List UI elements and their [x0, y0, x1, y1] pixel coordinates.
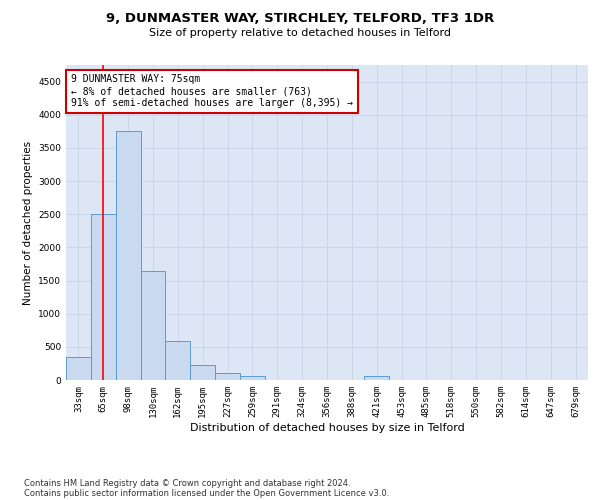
- Bar: [116, 132, 140, 380]
- Bar: [91, 214, 116, 380]
- Bar: [364, 376, 389, 380]
- Y-axis label: Number of detached properties: Number of detached properties: [23, 140, 32, 304]
- Text: Size of property relative to detached houses in Telford: Size of property relative to detached ho…: [149, 28, 451, 38]
- Bar: [140, 271, 166, 380]
- X-axis label: Distribution of detached houses by size in Telford: Distribution of detached houses by size …: [190, 422, 464, 432]
- Bar: [240, 376, 265, 380]
- Text: 9, DUNMASTER WAY, STIRCHLEY, TELFORD, TF3 1DR: 9, DUNMASTER WAY, STIRCHLEY, TELFORD, TF…: [106, 12, 494, 26]
- Bar: [66, 357, 91, 380]
- Text: Contains HM Land Registry data © Crown copyright and database right 2024.: Contains HM Land Registry data © Crown c…: [24, 478, 350, 488]
- Text: 9 DUNMASTER WAY: 75sqm
← 8% of detached houses are smaller (763)
91% of semi-det: 9 DUNMASTER WAY: 75sqm ← 8% of detached …: [71, 74, 353, 108]
- Bar: [215, 373, 240, 380]
- Bar: [166, 341, 190, 380]
- Text: Contains public sector information licensed under the Open Government Licence v3: Contains public sector information licen…: [24, 488, 389, 498]
- Bar: [190, 366, 215, 380]
